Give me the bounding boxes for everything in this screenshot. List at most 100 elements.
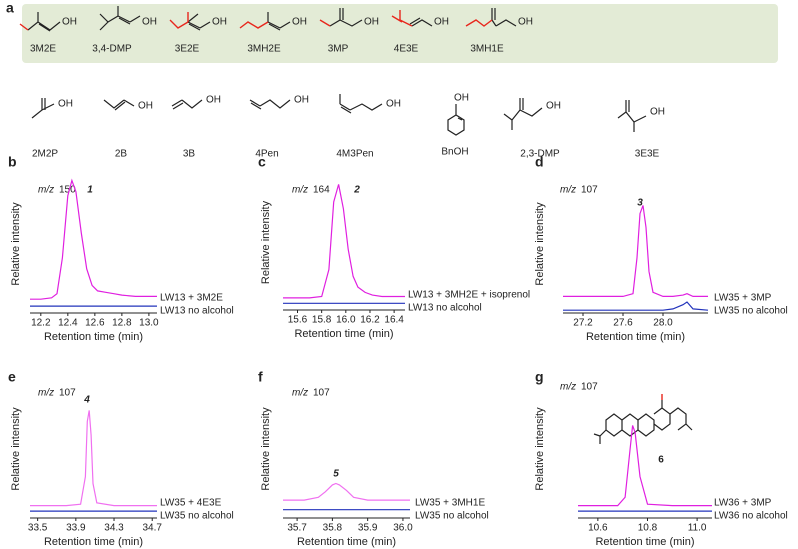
- peak-label: 4: [83, 395, 90, 406]
- x-tick-label: 12.6: [85, 318, 105, 329]
- structure: [27, 12, 61, 32]
- structure: [31, 98, 55, 119]
- structure: [249, 99, 291, 110]
- x-axis-label: Retention time (min): [44, 536, 143, 548]
- compound-name: 2M2P: [32, 149, 58, 160]
- x-tick-label: 33.9: [66, 523, 86, 534]
- highlight-box: [22, 4, 778, 63]
- structure: [339, 94, 383, 114]
- y-axis-label: Relative intensity: [10, 407, 22, 491]
- x-tick-label: 35.9: [358, 523, 378, 534]
- x-tick-label: 13.0: [139, 318, 159, 329]
- peak-label: 1: [87, 185, 93, 196]
- hydroxyl-label: OH: [454, 93, 469, 104]
- x-tick-label: 27.2: [573, 318, 593, 329]
- trace: [563, 205, 708, 297]
- hydroxyl-label: OH: [58, 99, 73, 110]
- compound-name: 4E3E: [394, 44, 419, 55]
- ion-prefix: m/z: [560, 185, 576, 196]
- compound-name: 4Pen: [255, 149, 278, 160]
- x-tick-label: 16.0: [336, 315, 356, 326]
- x-axis-label: Retention time (min): [595, 536, 694, 548]
- hydroxyl-label: OH: [212, 17, 227, 28]
- compound-name: 3MP: [328, 44, 349, 55]
- legend-entry: LW35 + 3MP: [714, 293, 772, 304]
- ion-prefix: m/z: [292, 185, 308, 196]
- structure-highlight: [391, 10, 413, 27]
- legend-entry: LW36 + 3MP: [714, 498, 772, 509]
- ion-prefix: m/z: [38, 185, 54, 196]
- compound-name: 3E3E: [635, 149, 660, 160]
- hydroxyl-label: OH: [292, 17, 307, 28]
- structure: [187, 13, 211, 31]
- x-tick-label: 12.2: [31, 318, 51, 329]
- structure-6: [593, 394, 693, 444]
- x-tick-label: 35.7: [287, 523, 307, 534]
- x-tick-label: 34.7: [142, 523, 162, 534]
- x-tick-label: 15.8: [312, 315, 332, 326]
- structure: [503, 98, 543, 130]
- ion-mass: 150: [59, 185, 76, 196]
- x-tick-label: 35.8: [323, 523, 343, 534]
- compound-name: 3MH1E: [470, 44, 504, 55]
- y-axis-label: Relative intensity: [260, 407, 272, 491]
- hydroxyl-label: OH: [138, 101, 153, 112]
- peak-label: 2: [353, 185, 360, 196]
- y-axis-label: Relative intensity: [534, 202, 546, 286]
- peak-label: 3: [637, 198, 643, 209]
- ion-mass: 107: [581, 382, 598, 393]
- compound-name: 3M2E: [30, 44, 56, 55]
- x-tick-label: 33.5: [28, 523, 48, 534]
- legend-entry: LW13 + 3M2E: [160, 293, 223, 304]
- y-axis-label: Relative intensity: [534, 407, 546, 491]
- x-tick-label: 10.6: [588, 523, 608, 534]
- ion-mass: 107: [59, 388, 76, 399]
- compound-name: 3MH2E: [247, 44, 281, 55]
- ion-mass: 107: [313, 388, 330, 399]
- structure-highlight: [465, 19, 493, 27]
- x-tick-label: 16.4: [384, 315, 404, 326]
- panel-letter: c: [258, 154, 266, 170]
- x-tick-label: 12.4: [58, 318, 78, 329]
- legend-entry: LW13 + 3MH2E + isoprenol: [408, 290, 530, 301]
- structure: [617, 100, 647, 132]
- structure-label: 6: [658, 455, 664, 466]
- structure-highlight: [169, 12, 189, 29]
- structure: [171, 99, 203, 110]
- trace: [283, 184, 405, 299]
- structure-highlight: [19, 23, 29, 31]
- hydroxyl-label: OH: [364, 17, 379, 28]
- panel-letter: f: [258, 369, 263, 385]
- y-axis-label: Relative intensity: [260, 200, 272, 284]
- structure-highlight: [239, 21, 269, 29]
- x-axis-label: Retention time (min): [586, 331, 685, 343]
- legend-entry: LW35 no alcohol: [714, 306, 788, 317]
- y-axis-label: Relative intensity: [10, 202, 22, 286]
- hydroxyl-label: OH: [142, 17, 157, 28]
- hydroxyl-label: OH: [518, 17, 533, 28]
- hydroxyl-label: OH: [206, 95, 221, 106]
- structure: [329, 8, 363, 27]
- trace: [283, 482, 410, 501]
- legend-entry: LW13 no alcohol: [160, 306, 234, 317]
- compound-name: BnOH: [441, 147, 468, 158]
- peak-label: 5: [333, 469, 339, 480]
- structure: [409, 17, 433, 27]
- compound-name: 2,3-DMP: [520, 149, 560, 160]
- panel-letter: g: [535, 369, 544, 385]
- x-tick-label: 15.6: [288, 315, 308, 326]
- structure: [99, 6, 141, 31]
- structure: [447, 104, 465, 136]
- hydroxyl-label: OH: [434, 17, 449, 28]
- trace: [563, 301, 709, 311]
- ion-prefix: m/z: [292, 388, 308, 399]
- panel-letter: b: [8, 154, 17, 170]
- hydroxyl-label: OH: [546, 101, 561, 112]
- x-tick-label: 36.0: [393, 523, 413, 534]
- hydroxyl-label: OH: [386, 99, 401, 110]
- legend-entry: LW35 + 3MH1E: [415, 498, 485, 509]
- hydroxyl-label: OH: [62, 17, 77, 28]
- x-tick-label: 34.3: [104, 523, 124, 534]
- panel-letter: a: [6, 0, 14, 16]
